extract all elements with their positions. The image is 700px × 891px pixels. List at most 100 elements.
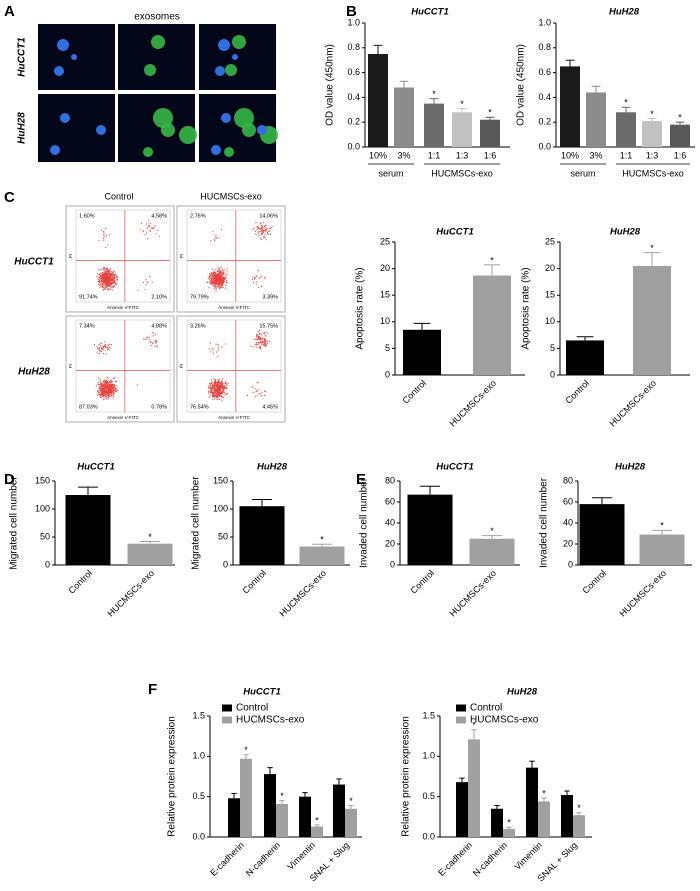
event-dot [207, 277, 209, 280]
event-dot [260, 338, 262, 341]
event-dot [221, 399, 223, 401]
event-dot [252, 386, 254, 388]
event-dot [104, 395, 106, 397]
event-dot [108, 283, 111, 285]
event-dot [260, 238, 262, 240]
event-dot [263, 341, 265, 343]
event-dot [212, 392, 214, 394]
bar [586, 92, 606, 147]
event-dot [220, 383, 222, 385]
panel-label: E [356, 471, 366, 488]
event-dot [151, 227, 153, 229]
event-dot [108, 391, 110, 393]
event-dot [265, 346, 267, 348]
event-dot [261, 224, 263, 227]
event-dot [214, 240, 216, 242]
significance-marker: * [650, 109, 654, 119]
y-tick-label: 0 [568, 559, 573, 569]
event-dot [206, 281, 208, 284]
event-dot [219, 272, 221, 274]
significance-marker: * [488, 108, 492, 118]
event-dot [268, 230, 270, 233]
event-dot [212, 352, 214, 354]
quadrant-value: 2.76% [190, 213, 206, 219]
event-dot [106, 278, 108, 280]
x-tick-label: Vimentin [512, 840, 544, 872]
event-dot [225, 276, 227, 278]
event-dot [217, 236, 219, 239]
legend-label: Control [470, 703, 502, 714]
event-dot [156, 345, 158, 347]
event-dot [225, 274, 227, 276]
x-tick-label: Control [241, 568, 269, 596]
quadrant-value: 4.58% [151, 213, 167, 219]
event-dot [217, 386, 219, 388]
x-tick-label: E-cadherin [436, 840, 474, 878]
y-tick-label: 0 [223, 559, 228, 569]
event-dot [221, 228, 223, 230]
event-dot [215, 379, 217, 381]
event-dot [103, 233, 105, 235]
event-dot [107, 272, 109, 274]
bar [480, 119, 500, 147]
event-dot [212, 398, 214, 401]
event-dot [268, 233, 270, 236]
significance-marker: * [490, 255, 494, 265]
event-dot [144, 338, 146, 340]
event-dot [218, 271, 220, 273]
event-dot [213, 382, 215, 384]
event-dot [209, 342, 211, 344]
significance-marker: * [244, 745, 248, 755]
event-dot [256, 229, 258, 231]
event-dot [100, 286, 102, 288]
cell-green [242, 123, 256, 137]
event-dot [104, 391, 106, 393]
event-dot [107, 380, 109, 382]
event-dot [103, 280, 105, 282]
y-tick-label: 0.0 [347, 141, 360, 151]
event-dot [265, 341, 267, 343]
event-dot [223, 387, 225, 390]
bar [127, 543, 173, 565]
event-dot [98, 392, 100, 394]
event-dot [110, 381, 112, 384]
event-dot [97, 382, 99, 384]
plot-area [75, 319, 171, 413]
y-tick-label: 0 [385, 369, 390, 379]
event-dot [258, 231, 260, 233]
event-dot [100, 382, 102, 384]
event-dot [212, 395, 215, 398]
event-dot [106, 269, 108, 271]
y-tick-label: 100 [213, 503, 228, 513]
event-dot [116, 389, 119, 391]
event-dot [217, 394, 219, 397]
event-dot [104, 277, 106, 279]
quadrant-value: 91.74% [79, 294, 98, 300]
event-dot [211, 347, 213, 349]
event-dot [154, 345, 156, 347]
bar [333, 784, 345, 837]
y-tick-label: 15 [380, 290, 390, 300]
row-label: HuCCT1 [14, 257, 54, 268]
event-dot [221, 383, 223, 385]
event-dot [260, 228, 262, 230]
event-dot [113, 276, 115, 278]
event-dot [220, 386, 222, 388]
event-dot [252, 276, 254, 278]
event-dot [259, 338, 261, 340]
event-dot [224, 281, 226, 283]
event-dot [110, 285, 112, 287]
panel-label: F [148, 681, 157, 698]
event-dot [255, 281, 257, 283]
event-dot [145, 231, 147, 233]
event-dot [107, 243, 109, 245]
event-dot [105, 285, 107, 287]
x-tick-label: N-cadherin [471, 840, 509, 878]
event-dot [218, 381, 220, 384]
event-dot [216, 389, 218, 391]
event-dot [221, 279, 223, 281]
event-dot [219, 387, 221, 390]
event-dot [101, 385, 103, 387]
event-dot [147, 238, 149, 240]
event-dot [256, 226, 258, 228]
